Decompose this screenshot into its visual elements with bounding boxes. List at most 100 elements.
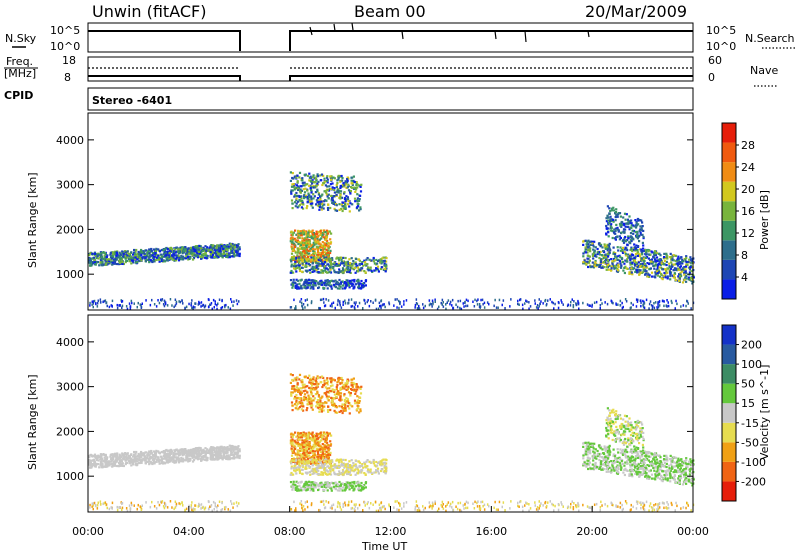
echo-cell	[135, 248, 138, 252]
echo-cell	[607, 227, 610, 230]
echo-cell	[632, 224, 635, 227]
echo-cell	[317, 251, 320, 254]
echo-cell	[221, 299, 223, 303]
echo-cell	[428, 299, 431, 302]
echo-cell	[632, 232, 635, 235]
echo-cell	[292, 183, 295, 186]
echo-cell	[658, 263, 662, 266]
nave-tick-bottom: 0	[708, 71, 715, 84]
echo-cell	[304, 250, 307, 253]
echo-cell	[320, 208, 323, 211]
echo-cell	[293, 439, 296, 442]
echo-cell	[293, 186, 296, 189]
echo-cell	[314, 238, 317, 241]
echo-cell	[648, 302, 651, 306]
echo-cell	[690, 270, 693, 273]
echo-cell	[298, 436, 301, 439]
echo-cell	[341, 184, 344, 187]
echo-cell	[157, 450, 160, 453]
echo-cell	[136, 255, 139, 258]
echo-cell	[210, 450, 213, 453]
echo-cell	[185, 255, 188, 258]
echo-cell	[424, 304, 426, 308]
echo-cell	[181, 256, 185, 259]
echo-cell	[296, 254, 299, 257]
echo-cell	[650, 304, 653, 307]
echo-cell	[186, 255, 190, 259]
echo-cell	[639, 255, 642, 258]
echo-cell	[160, 459, 163, 462]
echo-cell	[632, 238, 635, 241]
echo-cell	[225, 450, 228, 453]
echo-cell	[624, 222, 627, 225]
echo-cell	[376, 262, 379, 265]
echo-cell	[216, 252, 220, 255]
echo-cell	[191, 251, 194, 254]
echo-cell	[126, 456, 129, 459]
echo-cell	[179, 300, 182, 304]
echo-cell	[155, 253, 158, 256]
echo-cell	[138, 254, 141, 257]
echo-cell	[124, 261, 127, 264]
echo-cell	[385, 265, 388, 269]
echo-cell	[325, 431, 328, 434]
echo-cell	[110, 304, 112, 307]
echo-cell	[306, 248, 309, 251]
echo-cell	[152, 460, 155, 463]
echo-cell	[300, 252, 303, 255]
echo-cell	[509, 305, 511, 308]
echo-cell	[312, 241, 315, 245]
echo-cell	[310, 438, 313, 441]
echo-cell	[544, 299, 546, 303]
echo-cell	[294, 205, 297, 208]
echo-cell	[210, 244, 213, 247]
echo-cell	[174, 456, 177, 459]
echo-cell	[339, 193, 342, 196]
echo-cell	[327, 284, 330, 287]
echo-cell	[228, 458, 231, 461]
echo-cell	[321, 202, 324, 205]
echo-cell	[687, 278, 690, 281]
echo-cell	[370, 269, 373, 272]
echo-cell	[667, 304, 670, 308]
echo-cell	[378, 259, 381, 262]
echo-cell	[620, 264, 623, 267]
echo-cell	[301, 240, 304, 243]
echo-cell	[473, 305, 476, 308]
echo-cell	[157, 258, 161, 261]
echo-cell	[93, 460, 96, 463]
nave-tick-top: 60	[708, 54, 722, 67]
echo-cell	[353, 306, 356, 309]
echo-cell	[163, 462, 167, 465]
echo-cell	[164, 300, 166, 303]
echo-cell	[321, 233, 324, 236]
echo-cell	[341, 284, 344, 287]
echo-cell	[605, 220, 608, 223]
echo-cell	[162, 461, 165, 464]
echo-cell	[304, 187, 307, 190]
echo-cell	[329, 258, 332, 262]
echo-cell	[343, 269, 346, 272]
echo-cell	[322, 248, 325, 251]
echo-cell	[591, 242, 594, 245]
echo-cell	[612, 301, 614, 305]
echo-cell	[654, 301, 657, 304]
echo-cell	[237, 243, 240, 246]
echo-cell	[128, 462, 131, 465]
echo-cell	[434, 300, 436, 303]
echo-cell	[630, 219, 633, 222]
echo-cell	[165, 256, 168, 259]
echo-cell	[237, 449, 240, 452]
echo-cell	[640, 250, 643, 253]
echo-cell	[609, 218, 612, 221]
echo-cell	[235, 250, 238, 253]
echo-cell	[104, 253, 107, 256]
echo-cell	[319, 198, 322, 201]
echo-cell	[227, 245, 230, 248]
echo-cell	[682, 269, 685, 272]
echo-cell	[231, 244, 234, 247]
echo-cell	[655, 256, 659, 259]
echo-cell	[666, 304, 668, 308]
echo-cell	[323, 265, 326, 268]
echo-cell	[330, 175, 333, 178]
